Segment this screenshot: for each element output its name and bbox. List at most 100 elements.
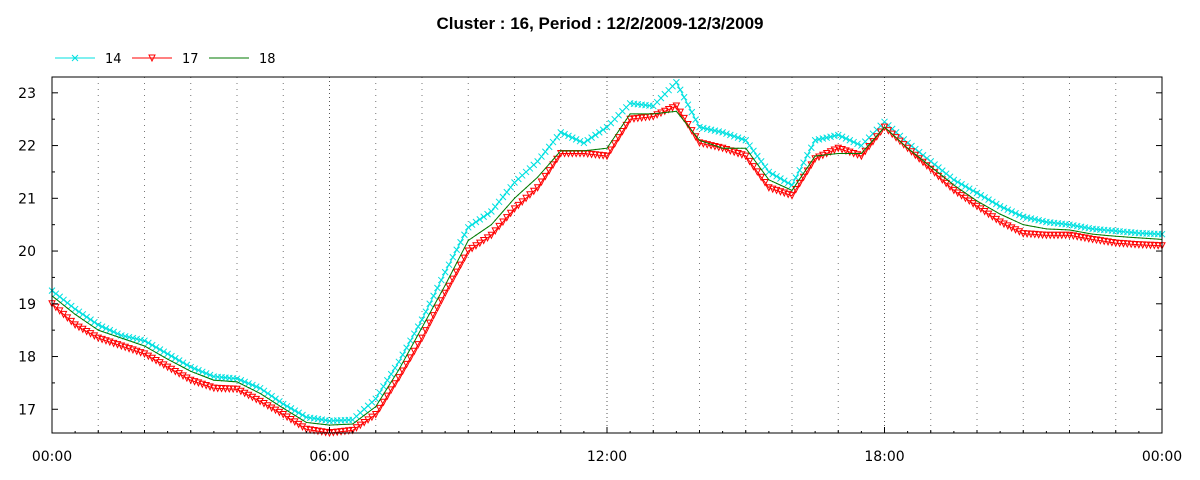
data-point [87, 316, 94, 323]
data-point [440, 291, 442, 293]
data-point [683, 120, 685, 122]
data-point [949, 181, 951, 183]
data-point [599, 152, 607, 160]
data-point [996, 202, 1004, 210]
data-point [201, 375, 203, 377]
data-point [364, 416, 372, 424]
data-point [525, 187, 527, 189]
data-point [409, 348, 412, 350]
data-point [274, 402, 277, 404]
data-point [584, 136, 592, 144]
data-point [244, 385, 246, 387]
data-point [91, 318, 98, 326]
data-point [903, 144, 912, 153]
data-point [831, 132, 838, 140]
data-point [1034, 226, 1036, 228]
data-point [476, 239, 484, 248]
data-point [483, 229, 485, 231]
data-point [1012, 209, 1019, 217]
y-tick-label: 23 [18, 86, 36, 102]
data-point [668, 104, 677, 112]
data-point [1027, 215, 1035, 222]
data-point [59, 310, 68, 319]
data-point [765, 168, 773, 176]
data-point [506, 206, 508, 208]
data-point [833, 153, 835, 155]
data-point [814, 155, 816, 157]
data-point [822, 154, 824, 156]
data-point [826, 148, 835, 156]
data-point [598, 148, 600, 150]
legend: 14 17 18 [55, 52, 276, 67]
data-point [711, 127, 719, 134]
data-point [664, 106, 673, 114]
data-point [1068, 229, 1071, 231]
data-point [464, 223, 472, 231]
data-point [102, 325, 110, 332]
data-point [430, 292, 437, 300]
data-point [101, 330, 103, 333]
data-point [580, 139, 588, 147]
data-point [437, 297, 446, 305]
x-tick-label: 06:00 [309, 449, 349, 465]
data-point [927, 158, 935, 165]
data-point [926, 162, 928, 165]
data-point [421, 326, 423, 329]
data-point [106, 326, 114, 334]
data-point [914, 153, 916, 155]
data-point [560, 150, 562, 152]
data-point [410, 330, 418, 338]
data-point [490, 224, 492, 226]
data-point [895, 137, 897, 139]
data-point [152, 343, 160, 351]
data-point [726, 131, 734, 139]
data-point [723, 130, 730, 138]
data-point [923, 154, 931, 162]
data-point [425, 319, 434, 328]
data-point [788, 192, 796, 200]
data-point [969, 187, 977, 195]
data-point [977, 191, 985, 199]
data-point [745, 147, 747, 149]
data-point [537, 176, 539, 178]
data-point [398, 367, 407, 376]
data-point [56, 293, 64, 301]
data-point [383, 376, 391, 384]
data-point [962, 183, 969, 190]
data-point [822, 149, 831, 158]
data-point [376, 389, 383, 396]
series-line [51, 105, 1163, 434]
data-point [441, 289, 449, 298]
data-point [67, 317, 76, 326]
data-point [459, 254, 462, 257]
data-point [780, 177, 788, 185]
x-tick-label: 12:00 [587, 449, 627, 465]
data-point [599, 126, 607, 134]
data-point [137, 336, 144, 344]
data-point [148, 54, 156, 63]
data-point [282, 407, 284, 409]
data-point [807, 144, 815, 152]
series-layer [48, 78, 1166, 438]
data-point [395, 358, 403, 366]
legend-label: 17 [182, 52, 199, 67]
data-point [133, 335, 141, 343]
data-point [729, 147, 731, 149]
data-point [737, 147, 739, 149]
data-point [603, 152, 611, 161]
data-point [521, 190, 523, 192]
data-point [1049, 228, 1051, 230]
data-point [1088, 232, 1090, 235]
data-point [764, 173, 766, 176]
data-point [534, 158, 541, 165]
data-point [644, 113, 647, 115]
data-point [595, 129, 603, 136]
data-point [884, 127, 893, 135]
data-point [202, 370, 210, 377]
data-point [548, 163, 550, 165]
data-point [514, 201, 523, 210]
data-point [722, 147, 724, 149]
data-point [414, 323, 422, 330]
data-point [1031, 216, 1039, 223]
